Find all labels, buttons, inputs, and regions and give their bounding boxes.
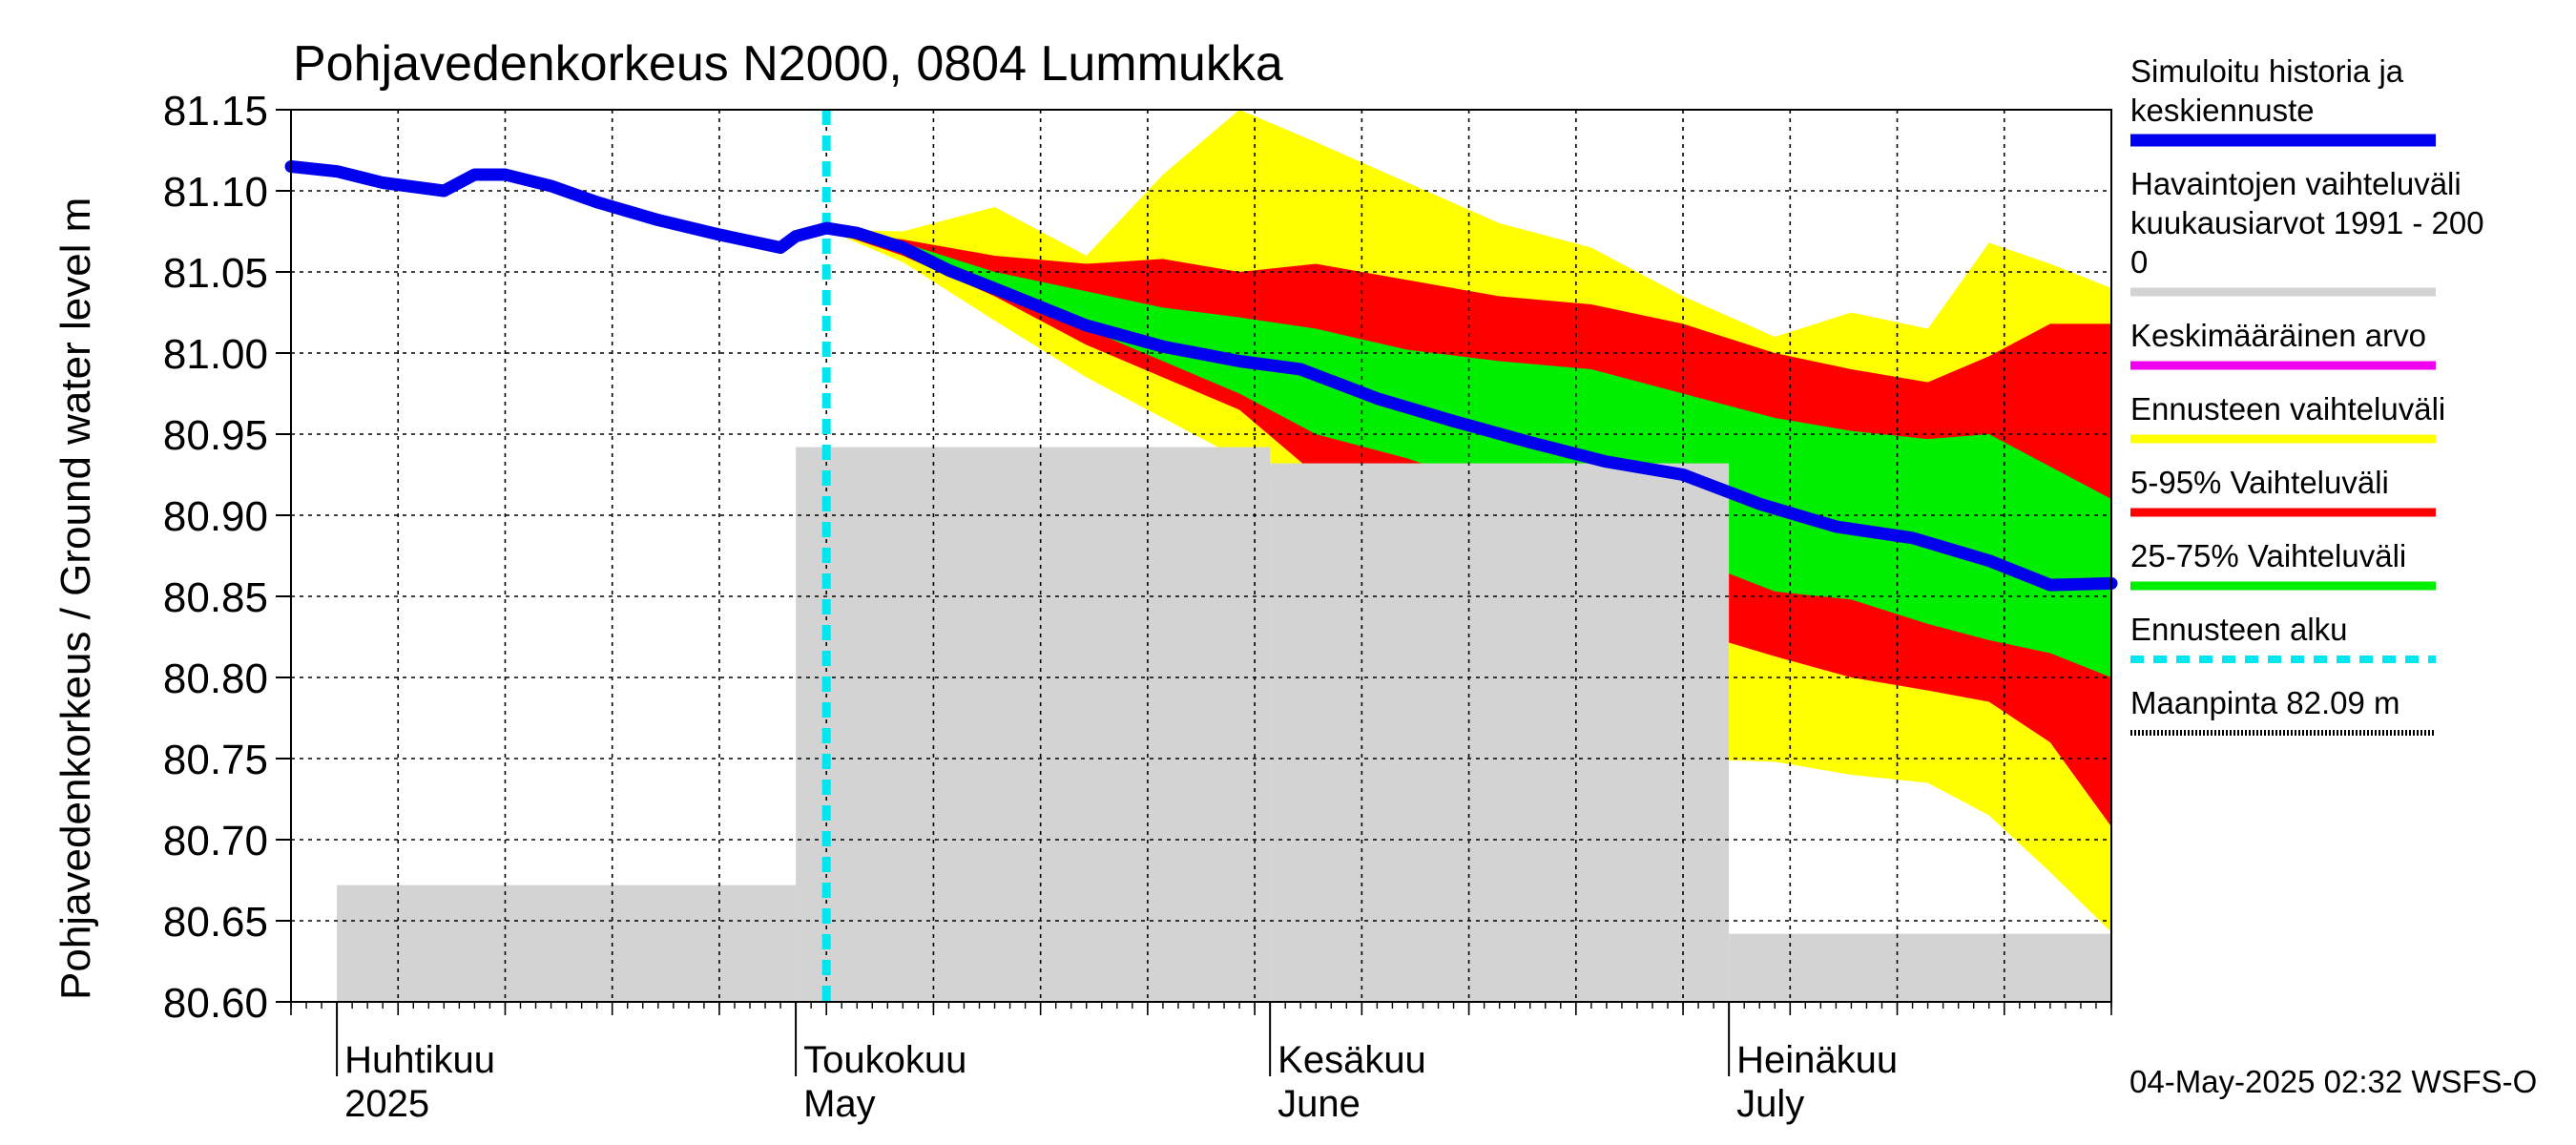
observed-range-2025-06 [1270,463,1730,1003]
x-month-sublabel-3: July [1736,1083,1804,1125]
legend-label-7-0: Maanpinta 82.09 m [2130,685,2400,720]
y-tick-label-6: 80.90 [163,493,268,540]
legend: Simuloitu historia ja keskiennuste Havaint… [2130,53,2484,736]
legend-label-3-0: Ennusteen vaihteluväli [2130,391,2445,427]
y-tick-label-9: 81.05 [163,250,268,297]
y-axis-label: Pohjavedenkorkeus / Ground water level m [52,198,99,1000]
legend-label-2-0: Keskimääräinen arvo [2130,318,2426,353]
observed-range [337,447,2111,1003]
x-month-label-1: Toukokuu [803,1039,966,1081]
y-tick-label-0: 80.60 [163,980,268,1027]
y-tick-label-3: 80.75 [163,737,268,783]
x-month-sublabel-2: June [1278,1083,1361,1125]
x-month-label-2: Kesäkuu [1278,1039,1426,1081]
y-tick-label-10: 81.10 [163,169,268,216]
x-month-sublabel-1: May [803,1083,876,1125]
legend-label-1-2: 0 [2130,244,2148,280]
y-tick-label-11: 81.15 [163,88,268,135]
observed-range-2025-05 [796,447,1271,1003]
legend-label-1-1: kuukausiarvot 1991 - 200 [2130,205,2484,240]
plot-frame [290,109,2112,1003]
y-tick-label-1: 80.65 [163,899,268,946]
x-month-label-3: Heinäkuu [1736,1039,1898,1081]
series-lines [284,110,2118,1002]
x-month-sublabel-0: 2025 [344,1083,429,1125]
legend-label-4-0: 5-95% Vaihteluväli [2130,465,2389,500]
timestamp: 04-May-2025 02:32 WSFS-O [2129,1064,2537,1099]
y-tick-label-5: 80.85 [163,574,268,621]
y-tick-label-4: 80.80 [163,656,268,702]
y-tick-label-8: 81.00 [163,331,268,378]
legend-label-1-0: Havaintojen vaihteluväli [2130,166,2462,201]
observed-range-2025-07 [1729,933,2111,1002]
series-simuloitu-historia-ja-keskiennuste [284,160,2118,592]
x-month-label-0: Huhtikuu [344,1039,495,1081]
chart-title: Pohjavedenkorkeus N2000, 0804 Lummukka [293,36,1283,92]
y-tick-label-2: 80.70 [163,818,268,864]
axes: 80.60 80.65 80.70 80.75 80.80 80.85 80.90 80.95… [163,88,2112,1125]
legend-label-0-0: Simuloitu historia ja [2130,53,2404,89]
observed-range-2025-04 [337,885,797,1002]
legend-label-0-1: keskiennuste [2130,93,2315,128]
legend-label-6-0: Ennusteen alku [2130,612,2348,647]
y-tick-label-7: 80.95 [163,412,268,459]
legend-label-5-0: 25-75% Vaihteluväli [2130,538,2406,573]
